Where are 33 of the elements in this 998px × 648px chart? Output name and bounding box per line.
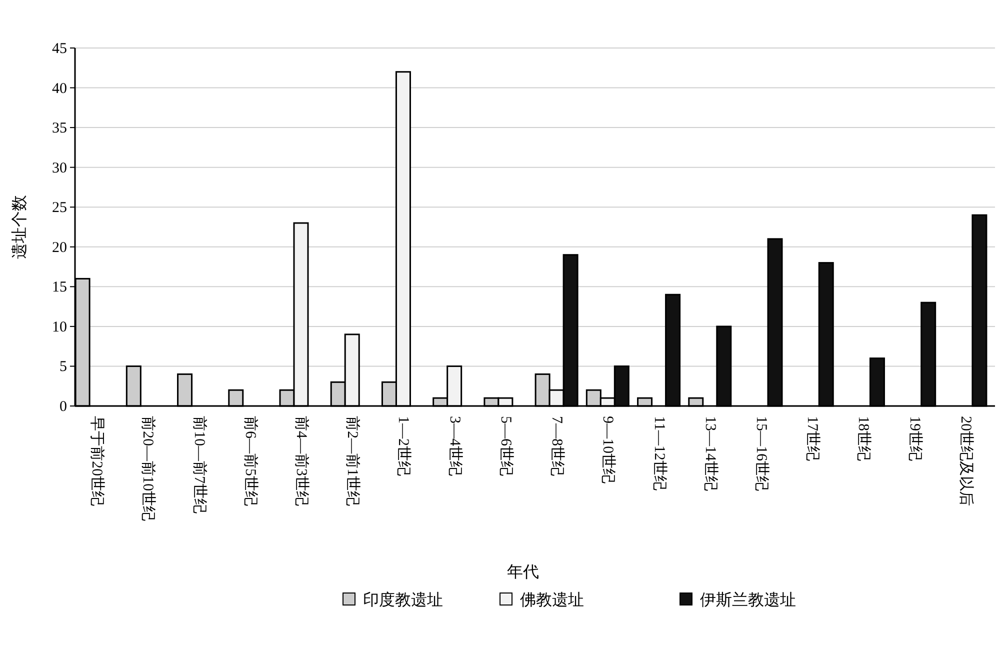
x-tick-label: 前20—前10世纪 — [140, 416, 157, 521]
x-tick-label: 5—6世纪 — [497, 416, 514, 476]
x-tick-label: 15—16世纪 — [753, 416, 770, 491]
y-tick-label: 10 — [52, 319, 67, 336]
x-tick-label: 3—4世纪 — [446, 416, 464, 476]
y-tick-label: 40 — [52, 80, 67, 97]
y-tick-label: 25 — [52, 200, 67, 216]
x-tick-label: 19世纪 — [906, 416, 924, 461]
x-tick-label: 7—8世纪 — [548, 416, 566, 476]
y-tick-label: 5 — [60, 359, 67, 376]
x-tick-label: 20世纪及以后 — [957, 416, 974, 506]
x-tick-label: 前4—前3世纪 — [293, 416, 310, 506]
y-tick-label: 0 — [60, 399, 67, 415]
x-axis-title: 年代 — [507, 564, 539, 581]
y-axis-title: 遗址个数 — [10, 195, 28, 259]
legend-label: 伊斯兰教遗址 — [700, 591, 796, 609]
x-tick-label: 前6—前5世纪 — [242, 416, 259, 506]
x-tick-label: 1—2世纪 — [395, 416, 412, 476]
legend-label: 佛教遗址 — [520, 591, 584, 609]
y-tick-label: 15 — [52, 280, 67, 296]
legend-label: 印度教遗址 — [363, 591, 443, 609]
x-tick-label: 前10—前7世纪 — [190, 416, 208, 514]
x-tick-label: 前2—前1世纪 — [344, 416, 362, 506]
x-tick-label: 18世纪 — [855, 416, 872, 461]
x-tick-label: 13—14世纪 — [702, 416, 719, 491]
y-tick-label: 45 — [52, 41, 67, 57]
x-tick-label: 17世纪 — [804, 416, 822, 461]
y-tick-label: 20 — [52, 240, 67, 256]
x-tick-label: 11—12世纪 — [650, 416, 668, 490]
x-tick-label: 早于前20世纪 — [88, 416, 106, 506]
x-tick-label: 9—10世纪 — [600, 416, 617, 484]
y-tick-label: 30 — [52, 160, 67, 176]
y-tick-label: 35 — [52, 120, 67, 137]
